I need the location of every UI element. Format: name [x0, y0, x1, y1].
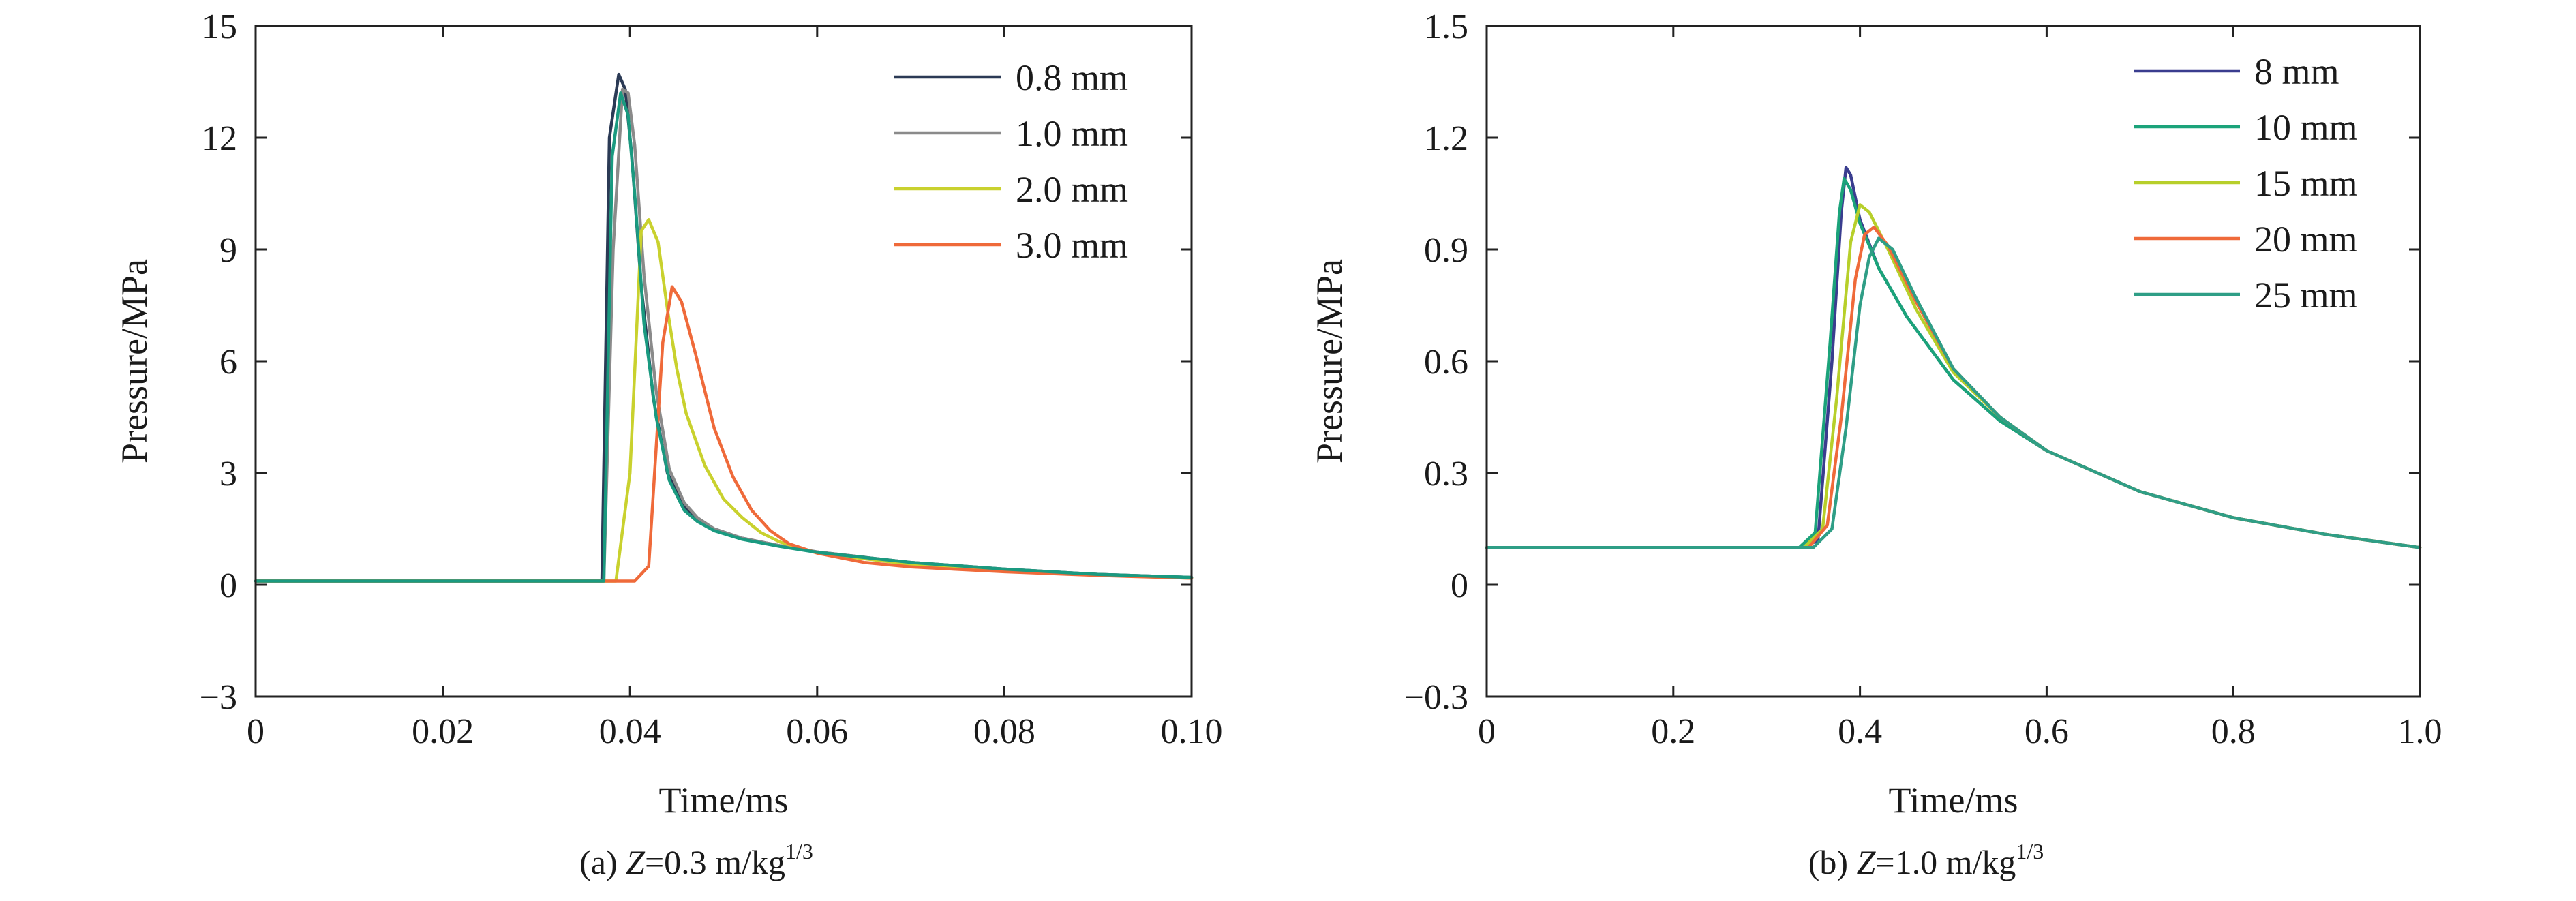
legend-entry: 8 mm	[2254, 51, 2339, 92]
caption-value: =0.3 m/kg	[645, 843, 785, 881]
y-tick-label: 0	[1451, 566, 1468, 605]
legend-entry: 3.0 mm	[1016, 225, 1128, 266]
legend-entry: 25 mm	[2254, 275, 2358, 316]
y-tick-label: 12	[202, 119, 237, 158]
y-tick-label: 0	[219, 566, 237, 605]
series-group	[254, 72, 1194, 583]
y-tick-label: 6	[219, 343, 237, 382]
x-axis-label: Time/ms	[658, 780, 788, 821]
x-tick-label: 0.06	[786, 712, 848, 751]
legend-entry: 0.8 mm	[1016, 57, 1128, 98]
caption-superscript: 1/3	[785, 839, 813, 864]
x-tick-label: 0.04	[599, 712, 661, 751]
caption-variable: Z	[626, 843, 646, 881]
panel-a: 0 0.02 0.04 0.06 0.08 0.10 −3 0 3 6 9 12 15 Time/ms Pr…	[114, 7, 1223, 881]
y-tick-label: 0.3	[1424, 455, 1468, 493]
series-line-5	[1485, 236, 2422, 549]
legend: 8 mm 10 mm 15 mm 20 mm 25 mm	[2134, 51, 2358, 316]
y-tick-label: 1.2	[1424, 119, 1468, 158]
series-line-2	[254, 87, 1194, 583]
caption-variable: Z	[1857, 843, 1877, 881]
x-tick-label: 0.4	[1838, 712, 1882, 751]
x-tick-label: 0	[1478, 712, 1496, 751]
legend-entry: 2.0 mm	[1016, 169, 1128, 210]
legend-entry: 15 mm	[2254, 163, 2358, 204]
y-axis-label: Pressure/MPa	[1309, 259, 1350, 463]
x-tick-label: 0.2	[1651, 712, 1695, 751]
x-axis-label: Time/ms	[1888, 780, 2018, 821]
caption-prefix: (b)	[1808, 843, 1857, 881]
x-tick-label: 0.6	[2025, 712, 2069, 751]
y-tick-label: 15	[202, 7, 237, 46]
x-tick-label: 0.02	[412, 712, 474, 751]
caption-value: =1.0 m/kg	[1875, 843, 2016, 881]
caption-superscript: 1/3	[2016, 839, 2044, 864]
series-line-5	[254, 91, 1194, 583]
panel-caption: (a) Z=0.3 m/kg1/3	[579, 839, 813, 881]
y-axis-label: Pressure/MPa	[114, 259, 155, 463]
y-tick-label: 1.5	[1424, 7, 1468, 46]
y-tick-label: 0.9	[1424, 231, 1468, 270]
legend-entry: 1.0 mm	[1016, 113, 1128, 154]
series-line-3	[254, 218, 1194, 583]
x-tick-label: 0.10	[1161, 712, 1223, 751]
legend-entry: 10 mm	[2254, 107, 2358, 148]
panel-caption: (b) Z=1.0 m/kg1/3	[1808, 839, 2044, 881]
y-tick-label: 0.6	[1424, 343, 1468, 382]
caption-prefix: (a)	[579, 843, 626, 881]
y-tick-label: 9	[219, 231, 237, 270]
series-line-4	[254, 285, 1194, 583]
y-tick-label: −0.3	[1404, 678, 1468, 717]
x-tick-label: 0.08	[973, 712, 1035, 751]
series-group	[1485, 166, 2422, 549]
panel-b: 0 0.2 0.4 0.6 0.8 1.0 −0.3 0 0.3 0.6 0.9 1.2 1.5 Time…	[1309, 7, 2442, 881]
x-tick-label: 1.0	[2398, 712, 2442, 751]
y-tick-label: 3	[219, 455, 237, 493]
legend: 0.8 mm 1.0 mm 2.0 mm 3.0 mm	[894, 57, 1128, 266]
x-tick-label: 0.8	[2211, 712, 2256, 751]
x-tick-label: 0	[247, 712, 264, 751]
y-tick-label: −3	[200, 678, 237, 717]
legend-entry: 20 mm	[2254, 219, 2358, 260]
